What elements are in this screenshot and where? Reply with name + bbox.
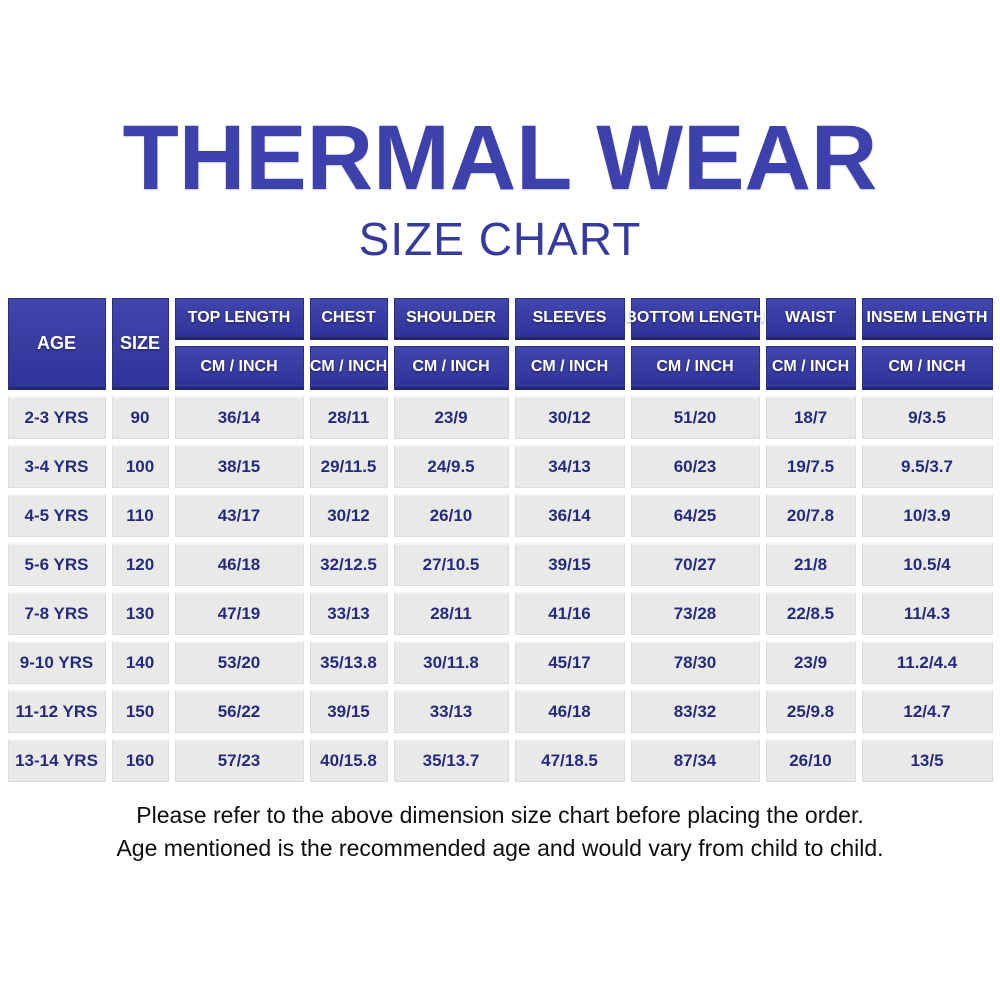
size-cell: 160	[111, 739, 169, 782]
age-cell: 4-5 YRS	[7, 494, 106, 537]
age-cell: 5-6 YRS	[7, 543, 106, 586]
column-header-bottom-length: BOTTOM LENGTH	[625, 298, 765, 340]
value-cell: 13/5	[861, 739, 993, 782]
unit-header-bottom-length: CM / INCH	[630, 346, 760, 390]
value-cell: 12/4.7	[861, 690, 993, 733]
unit-header-sleeves: CM / INCH	[514, 346, 625, 390]
value-cell: 36/14	[514, 494, 625, 537]
value-cell: 18/7	[765, 396, 856, 439]
column-header-shoulder: SHOULDER	[393, 298, 509, 340]
value-cell: 53/20	[174, 641, 304, 684]
column-header-sleeves: SLEEVES	[514, 298, 625, 340]
value-cell: 10/3.9	[861, 494, 993, 537]
footer-note: Please refer to the above dimension size…	[0, 799, 1000, 866]
value-cell: 34/13	[514, 445, 625, 488]
size-cell: 130	[111, 592, 169, 635]
value-cell: 40/15.8	[309, 739, 388, 782]
size-cell: 110	[111, 494, 169, 537]
size-cell: 140	[111, 641, 169, 684]
unit-header-top-length: CM / INCH	[174, 346, 304, 390]
value-cell: 87/34	[630, 739, 760, 782]
value-cell: 46/18	[514, 690, 625, 733]
value-cell: 28/11	[309, 396, 388, 439]
value-cell: 39/15	[309, 690, 388, 733]
value-cell: 38/15	[174, 445, 304, 488]
value-cell: 10.5/4	[861, 543, 993, 586]
value-cell: 39/15	[514, 543, 625, 586]
size-cell: 90	[111, 396, 169, 439]
size-cell: 100	[111, 445, 169, 488]
value-cell: 30/11.8	[393, 641, 509, 684]
value-cell: 46/18	[174, 543, 304, 586]
value-cell: 21/8	[765, 543, 856, 586]
size-chart-table: AGE SIZE TOP LENGTH CHEST SHOULDER SLEEV…	[7, 298, 993, 782]
age-cell: 11-12 YRS	[7, 690, 106, 733]
age-cell: 9-10 YRS	[7, 641, 106, 684]
column-header-top-length: TOP LENGTH	[174, 298, 304, 340]
value-cell: 25/9.8	[765, 690, 856, 733]
value-cell: 33/13	[309, 592, 388, 635]
column-header-size: SIZE	[111, 298, 169, 390]
value-cell: 26/10	[765, 739, 856, 782]
value-cell: 43/17	[174, 494, 304, 537]
value-cell: 56/22	[174, 690, 304, 733]
value-cell: 47/18.5	[514, 739, 625, 782]
age-cell: 13-14 YRS	[7, 739, 106, 782]
value-cell: 41/16	[514, 592, 625, 635]
unit-header-waist: CM / INCH	[765, 346, 856, 390]
column-header-age: AGE	[7, 298, 106, 390]
value-cell: 47/19	[174, 592, 304, 635]
value-cell: 19/7.5	[765, 445, 856, 488]
value-cell: 73/28	[630, 592, 760, 635]
value-cell: 23/9	[765, 641, 856, 684]
value-cell: 35/13.7	[393, 739, 509, 782]
value-cell: 23/9	[393, 396, 509, 439]
age-cell: 2-3 YRS	[7, 396, 106, 439]
value-cell: 33/13	[393, 690, 509, 733]
value-cell: 83/32	[630, 690, 760, 733]
value-cell: 22/8.5	[765, 592, 856, 635]
age-cell: 7-8 YRS	[7, 592, 106, 635]
page-subtitle: SIZE CHART	[358, 213, 642, 265]
unit-header-insem-length: CM / INCH	[861, 346, 993, 390]
value-cell: 64/25	[630, 494, 760, 537]
value-cell: 26/10	[393, 494, 509, 537]
age-cell: 3-4 YRS	[7, 445, 106, 488]
value-cell: 35/13.8	[309, 641, 388, 684]
column-header-insem-length: INSEM LENGTH	[861, 298, 993, 340]
value-cell: 30/12	[514, 396, 625, 439]
unit-header-shoulder: CM / INCH	[393, 346, 509, 390]
value-cell: 32/12.5	[309, 543, 388, 586]
value-cell: 9/3.5	[861, 396, 993, 439]
page-title: THERMAL WEAR	[122, 107, 878, 209]
size-cell: 120	[111, 543, 169, 586]
value-cell: 11.2/4.4	[861, 641, 993, 684]
value-cell: 29/11.5	[309, 445, 388, 488]
column-header-chest: CHEST	[309, 298, 388, 340]
value-cell: 20/7.8	[765, 494, 856, 537]
column-header-waist: WAIST	[765, 298, 856, 340]
value-cell: 45/17	[514, 641, 625, 684]
value-cell: 11/4.3	[861, 592, 993, 635]
value-cell: 57/23	[174, 739, 304, 782]
unit-header-chest: CM / INCH	[309, 346, 388, 390]
value-cell: 60/23	[630, 445, 760, 488]
value-cell: 78/30	[630, 641, 760, 684]
value-cell: 30/12	[309, 494, 388, 537]
size-chart-page: THERMAL WEAR SIZE CHART AGE SIZE TOP LEN…	[0, 112, 1000, 1000]
value-cell: 51/20	[630, 396, 760, 439]
value-cell: 36/14	[174, 396, 304, 439]
value-cell: 24/9.5	[393, 445, 509, 488]
footer-line-2: Age mentioned is the recommended age and…	[116, 835, 884, 862]
value-cell: 27/10.5	[393, 543, 509, 586]
footer-line-1: Please refer to the above dimension size…	[136, 802, 864, 828]
value-cell: 28/11	[393, 592, 509, 635]
value-cell: 70/27	[630, 543, 760, 586]
size-cell: 150	[111, 690, 169, 733]
value-cell: 9.5/3.7	[861, 445, 993, 488]
